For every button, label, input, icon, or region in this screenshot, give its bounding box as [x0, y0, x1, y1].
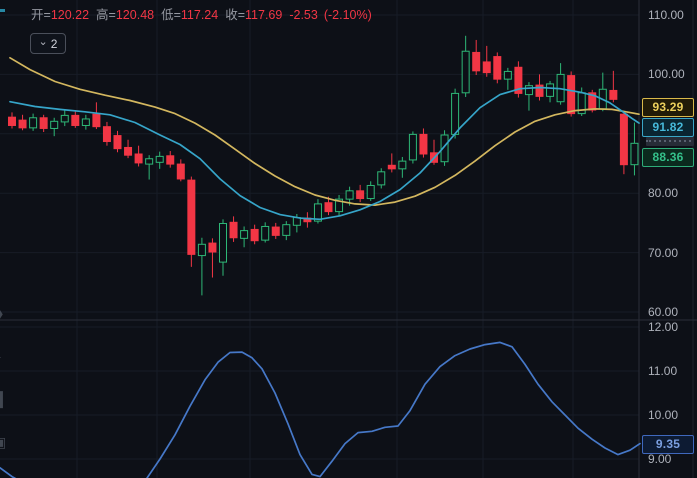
candle	[493, 52, 502, 84]
open-label: 开=	[31, 8, 51, 22]
candle	[60, 110, 69, 127]
axis-tick-label: 10.00	[648, 408, 679, 422]
candle	[208, 238, 217, 278]
candle	[134, 145, 143, 167]
toolbar-icon-fragment: +	[0, 350, 1, 364]
candle	[461, 35, 470, 97]
close-value: 117.69	[245, 8, 283, 22]
candle	[619, 112, 628, 175]
candle	[229, 216, 238, 242]
candle	[303, 212, 312, 228]
indicator-line	[0, 341, 641, 478]
candle	[440, 130, 449, 166]
candle	[282, 221, 291, 241]
axis-tick-label: 110.00	[648, 8, 684, 22]
candle	[8, 112, 16, 129]
close-label: 收=	[225, 8, 246, 22]
price-tag: 9.35	[642, 434, 694, 454]
candle	[71, 111, 80, 128]
candle	[387, 153, 396, 173]
candle	[155, 151, 164, 169]
indicator-count: 2	[50, 36, 58, 51]
price-tag: 91.82	[642, 117, 694, 137]
obscured-price-tag	[646, 136, 694, 146]
candle	[514, 61, 523, 98]
toolbar-icon-fragment: ▣	[0, 435, 6, 449]
candle	[524, 82, 533, 111]
candles	[8, 35, 639, 296]
low-label: 低=	[161, 8, 181, 22]
candle	[630, 122, 639, 176]
candle	[546, 80, 555, 103]
ohlc-legend: 开=120.22 高=120.48 低=117.24 收=117.69 -2.53 (-2…	[31, 8, 372, 23]
axis-tick-label: 12.00	[648, 320, 679, 334]
axis-tick-label: 60.00	[648, 305, 679, 319]
candle	[219, 219, 227, 276]
candle	[609, 70, 618, 103]
candle	[377, 168, 386, 189]
candle	[81, 114, 90, 130]
price-tag: 93.29	[642, 97, 694, 117]
candle	[197, 237, 206, 296]
price-tag: 88.36	[642, 147, 694, 167]
candle	[503, 67, 512, 90]
candle	[39, 114, 48, 133]
axis-tick-label: 11.00	[648, 364, 678, 378]
high-label: 高=	[96, 8, 116, 22]
toolbar-icon-fragment: ❯	[0, 306, 5, 320]
candle	[472, 39, 481, 75]
left-toolbar-fragment: ʃʃ))❯+▐▣	[0, 0, 13, 478]
candle	[556, 63, 565, 105]
candle	[113, 130, 122, 153]
candle	[92, 102, 101, 130]
candle	[482, 45, 491, 77]
axis-tick-label: 9.00	[648, 452, 672, 466]
candle	[324, 196, 333, 216]
candle	[366, 181, 375, 201]
candle	[398, 156, 407, 178]
candle	[261, 222, 270, 243]
toolbar-accent-mark	[0, 9, 5, 12]
candle	[335, 194, 344, 216]
axis-tick-label: 70.00	[648, 245, 679, 260]
candle	[567, 71, 576, 117]
ma-yellow	[9, 56, 640, 206]
change-value: -2.53	[289, 8, 318, 22]
candle	[598, 72, 607, 112]
candle	[176, 159, 185, 182]
candle	[29, 113, 38, 131]
change-percent: (-2.10%)	[323, 8, 372, 22]
axis-tick-label: 100.00	[648, 67, 685, 82]
candle	[250, 224, 259, 245]
open-value: 120.22	[50, 8, 90, 22]
high-value: 120.48	[115, 8, 155, 22]
candle	[166, 151, 175, 168]
candle	[419, 128, 428, 158]
toolbar-icon-fragment: ▐	[0, 392, 3, 406]
indicators-collapse-button[interactable]: ⌄ 2	[30, 33, 66, 54]
ma-cyan	[9, 86, 640, 221]
candle	[240, 226, 249, 248]
low-value: 117.24	[180, 8, 219, 22]
candle	[18, 114, 27, 131]
chevron-down-icon: ⌄	[38, 35, 48, 48]
candle	[124, 139, 133, 159]
candle	[145, 155, 154, 180]
candle	[408, 131, 417, 164]
candle	[50, 117, 59, 137]
candle	[271, 222, 280, 239]
candle	[187, 176, 196, 267]
candle	[356, 184, 365, 203]
candle	[102, 121, 111, 146]
axis-tick-label: 80.00	[648, 186, 679, 201]
